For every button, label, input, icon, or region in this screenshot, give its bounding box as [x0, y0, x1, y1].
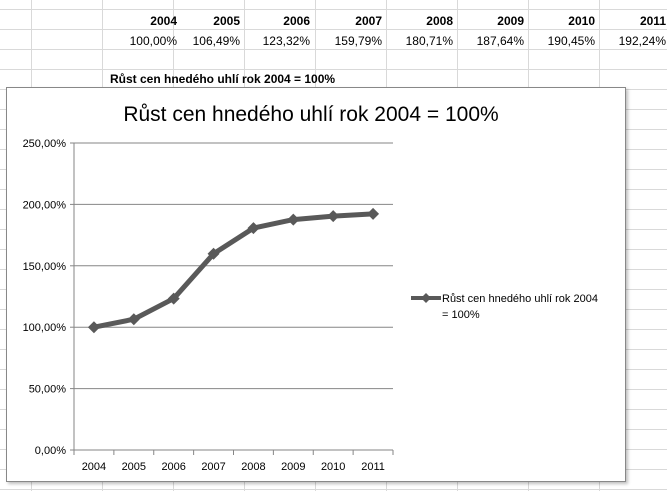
value-cell[interactable]: 180,71%	[405, 34, 453, 48]
chart-caption-cell[interactable]: Růst cen hnedého uhlí rok 2004 = 100%	[110, 72, 336, 86]
data-point-marker	[327, 210, 340, 223]
x-tick-label: 2009	[281, 461, 305, 473]
y-tick-label: 200,00%	[23, 199, 67, 211]
chart-title: Růst cen hnedého uhlí rok 2004 = 100%	[123, 103, 498, 126]
value-cell[interactable]: 190,45%	[547, 34, 595, 48]
x-tick-label: 2007	[201, 461, 225, 473]
x-tick-label: 2010	[321, 461, 345, 473]
x-tick-label: 2004	[82, 461, 106, 473]
value-cell[interactable]: 100,00%	[129, 34, 177, 48]
x-tick-label: 2008	[241, 461, 265, 473]
year-header-cell[interactable]: 2010	[568, 14, 595, 28]
value-cell[interactable]: 123,32%	[262, 34, 310, 48]
y-tick-label: 0,00%	[35, 445, 66, 457]
data-point-marker	[167, 292, 180, 305]
y-tick-label: 250,00%	[23, 138, 67, 150]
data-point-marker	[207, 247, 220, 260]
value-cell[interactable]: 192,24%	[618, 34, 666, 48]
legend-marker-icon	[421, 293, 431, 303]
value-cell[interactable]: 159,79%	[334, 34, 382, 48]
x-tick-label: 2006	[161, 461, 185, 473]
legend-label: = 100%	[442, 309, 480, 321]
legend-label: Růst cen hnedého uhlí rok 2004	[442, 293, 598, 305]
year-header-cell[interactable]: 2008	[426, 14, 453, 28]
data-point-marker	[87, 321, 100, 334]
year-header-cell[interactable]: 2007	[355, 14, 382, 28]
chart-area[interactable]	[6, 87, 626, 482]
data-point-marker	[367, 207, 380, 220]
y-tick-label: 100,00%	[23, 322, 67, 334]
year-header-cell[interactable]: 2004	[150, 14, 177, 28]
data-point-marker	[247, 222, 260, 235]
year-header-cell[interactable]: 2009	[497, 14, 524, 28]
value-cell[interactable]: 106,49%	[192, 34, 240, 48]
data-point-marker	[127, 313, 140, 326]
y-tick-label: 50,00%	[29, 384, 67, 396]
series-line	[91, 211, 376, 330]
x-tick-label: 2005	[122, 461, 146, 473]
y-tick-label: 150,00%	[23, 261, 67, 273]
year-header-cell[interactable]: 2011	[639, 14, 666, 28]
year-header-cell[interactable]: 2006	[283, 14, 310, 28]
value-cell[interactable]: 187,64%	[476, 34, 524, 48]
year-header-cell[interactable]: 2005	[213, 14, 240, 28]
x-tick-label: 2011	[361, 461, 385, 473]
data-point-marker	[287, 213, 300, 226]
